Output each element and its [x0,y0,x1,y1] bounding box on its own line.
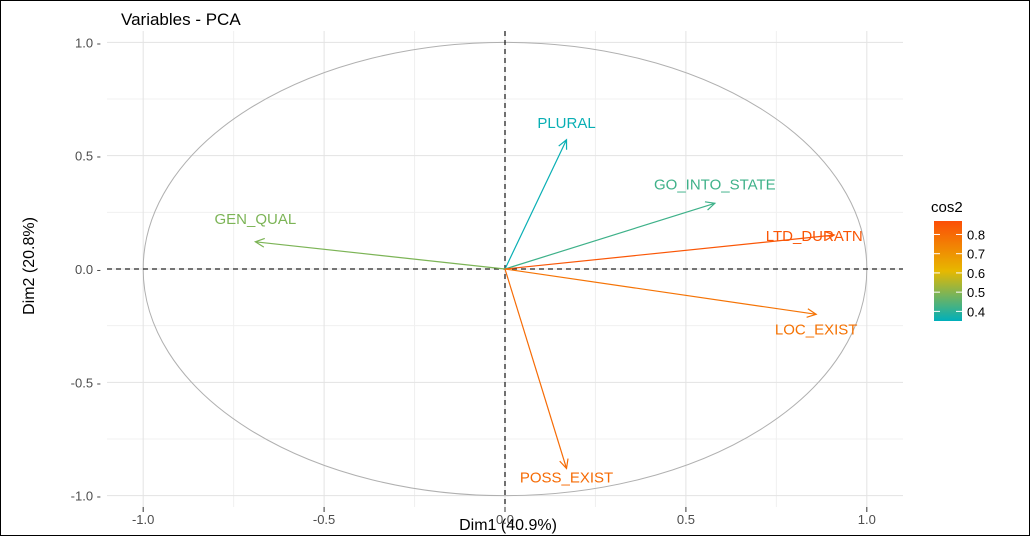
cos2-legend: cos2 0.4 0.5 0.6 0.7 0.8 [931,199,985,321]
legend-title: cos2 [931,199,963,216]
legend-tick-label: 0.7 [967,247,985,262]
label-go-into-state: GO_INTO_STATE [654,176,776,193]
label-plural: PLURAL [537,115,595,132]
x-tick-label: 0.5 [677,512,695,527]
y-tick-label: 1.0 - [75,35,101,50]
x-tick-label: -0.5 [313,512,335,527]
arrow-go-into-state [504,202,716,270]
legend-tick-label: 0.8 [967,227,985,242]
y-axis-ticks: -1.0 - -0.5 - 0.0 - 0.5 - 1.0 - [71,35,101,503]
legend-colorbar [934,221,962,321]
y-axis-label: Dim2 (20.8%) [21,217,38,315]
legend-tick-label: 0.4 [967,304,985,319]
arrowhead-loc-exist [806,308,818,318]
label-gen-qual: GEN_QUAL [214,211,296,228]
label-poss-exist: POSS_EXIST [520,469,613,486]
arrow-plural [504,139,568,270]
variable-labels: PLURAL GO_INTO_STATE LTD_DURATN GEN_QUAL LOC… [214,115,862,487]
y-tick-label: -1.0 - [71,489,101,504]
legend-tick-label: 0.5 [967,285,985,300]
arrowhead-go-into-state [704,201,717,211]
y-tick-label: 0.5 - [75,149,101,164]
legend-ticks: 0.4 0.5 0.6 0.7 0.8 [934,227,985,319]
arrow-gen-qual [255,241,506,270]
label-ltd-duratn: LTD_DURATN [766,228,863,245]
label-loc-exist: LOC_EXIST [775,321,858,338]
arrowhead-ltd-duratn [824,231,836,241]
x-tick-label: 0.0 [496,512,514,527]
x-tick-label: 1.0 [858,512,876,527]
y-tick-label: 0.0 - [75,262,101,277]
arrowhead-poss-exist [559,458,569,470]
arrow-loc-exist [504,268,817,315]
arrow-ltd-duratn [504,234,835,270]
variable-arrows [253,138,836,470]
y-tick-label: -0.5 - [71,375,101,390]
x-axis-ticks: -1.0 -0.5 0.0 0.5 1.0 [132,507,876,527]
x-tick-label: -1.0 [132,512,154,527]
arrowhead-gen-qual [253,237,265,248]
arrowhead-plural [558,138,568,150]
chart-title: Variables - PCA [121,10,241,29]
legend-tick-label: 0.6 [967,266,985,281]
arrow-poss-exist [504,268,568,469]
x-axis-label: Dim1 (40.9%) [459,517,557,534]
